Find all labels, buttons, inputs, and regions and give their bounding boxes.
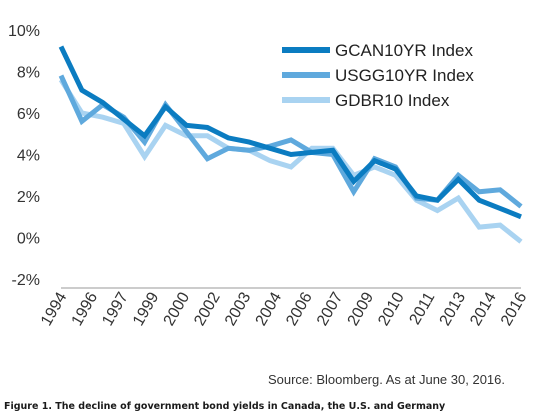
x-tick-label: 1994 — [38, 289, 71, 328]
x-tick-label: 2011 — [407, 289, 439, 327]
legend-label: GCAN10YR Index — [335, 41, 473, 60]
legend: GCAN10YR Index USGG10YR Index GDBR10 Index — [282, 41, 474, 110]
x-tick-label: 2016 — [498, 289, 531, 328]
y-tick-label: -2% — [12, 272, 40, 289]
y-tick-label: 6% — [17, 106, 40, 123]
x-tick-label: 2002 — [191, 289, 224, 328]
figure-caption: Figure 1. The decline of government bond… — [4, 401, 446, 412]
y-tick-label: 4% — [17, 148, 40, 165]
y-tick-label: 8% — [17, 65, 40, 82]
source-note: Source: Bloomberg. As at June 30, 2016. — [268, 372, 505, 387]
y-axis: 10% 8% 6% 4% 2% 0% -2% — [8, 23, 40, 289]
series-line-2 — [58, 78, 523, 244]
x-tick-label: 2010 — [375, 289, 408, 328]
series-line-0 — [58, 45, 522, 220]
y-tick-label: 10% — [8, 23, 40, 40]
legend-label: GDBR10 Index — [335, 91, 450, 110]
x-tick-label: 2004 — [253, 289, 286, 328]
x-tick-label: 2009 — [345, 289, 378, 328]
y-tick-label: 2% — [17, 189, 40, 206]
chart: 10%8%6%4%2%0%-2% 19941996199719992000200… — [8, 23, 531, 387]
x-tick-label: 1999 — [130, 289, 163, 328]
x-tick-label: 2006 — [283, 289, 316, 328]
x-tick-label: 2003 — [222, 289, 255, 328]
x-tick-label: 2013 — [437, 289, 470, 328]
x-tick-label: 2000 — [161, 289, 194, 328]
x-axis: 1994199619971999200020022003200420062007… — [38, 287, 531, 329]
legend-label: USGG10YR Index — [335, 66, 474, 85]
x-tick-label: 1996 — [69, 289, 102, 328]
x-tick-label: 1997 — [99, 289, 132, 328]
series-layer — [58, 45, 523, 244]
y-tick-label: 0% — [17, 231, 40, 248]
x-tick-label: 2007 — [314, 289, 347, 328]
x-tick-label: 2014 — [467, 289, 500, 328]
